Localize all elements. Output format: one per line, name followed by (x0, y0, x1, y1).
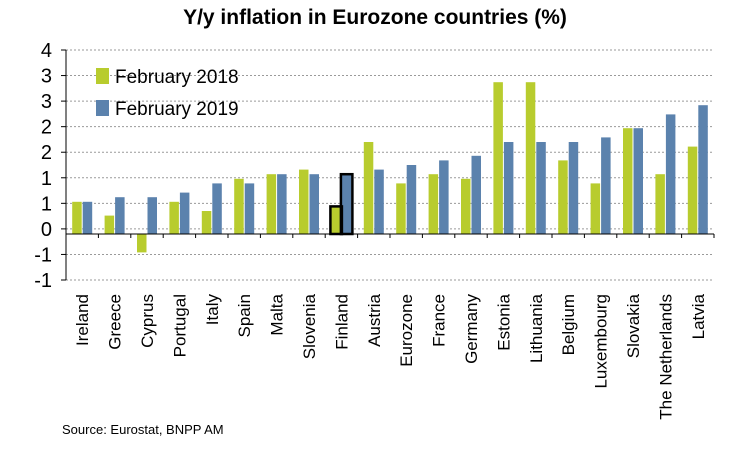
x-tick-label: France (430, 294, 449, 347)
bar-austria-2018 (363, 142, 374, 234)
legend-swatch (96, 68, 109, 84)
bar-italy-2018 (201, 211, 212, 234)
bar-latvia-2018 (687, 146, 698, 234)
x-axis: Ireland Greece Cyprus Portugal Italy Spain Mal… (65, 233, 715, 420)
bar-greece-2019 (115, 197, 125, 234)
bar-portugal-2018 (169, 201, 179, 234)
y-tick-label: -1 (34, 244, 52, 266)
bar-germany-2018 (461, 178, 471, 234)
x-tick-label: Greece (106, 294, 125, 350)
x-tick-label: Lithuania (527, 293, 546, 363)
y-tick-label: 1 (41, 168, 52, 190)
x-tick-label: Germany (462, 294, 481, 364)
bar-finland-2018 (331, 206, 341, 234)
bar-slovakia-2019 (633, 128, 643, 234)
bar-eurozone-2018 (396, 183, 406, 234)
bar-eurozone-2019 (406, 165, 417, 234)
bar-greece-2018 (104, 215, 115, 234)
bar-belgium-2018 (558, 160, 568, 234)
x-tick-label: Malta (268, 293, 287, 335)
bars (72, 82, 708, 253)
y-tick-label: 2 (41, 142, 52, 164)
bar-belgium-2019 (568, 142, 579, 234)
x-tick-label: The Netherlands (656, 294, 675, 420)
bar-luxembourg-2019 (601, 137, 611, 234)
x-tick-label: Austria (365, 293, 384, 346)
bar-the-netherlands-2018 (655, 174, 665, 234)
bar-germany-2019 (471, 155, 481, 234)
bar-cyprus-2019 (147, 197, 157, 234)
x-tick-label: Luxembourg (592, 294, 611, 389)
x-tick-label: Slovakia (624, 293, 643, 358)
bar-malta-2019 (277, 174, 287, 234)
x-tick-label: Estonia (494, 293, 513, 350)
y-tick-label: 0 (41, 219, 52, 241)
y-tick-label: 3 (41, 66, 52, 88)
legend-label: February 2018 (115, 67, 239, 88)
y-axis: 4 3 3 2 2 1 1 0 -1 -1 (34, 40, 67, 292)
bar-cyprus-2018 (137, 234, 147, 253)
legend: February 2018 February 2019 (96, 67, 239, 120)
bar-luxembourg-2018 (590, 183, 601, 234)
bar-slovakia-2018 (623, 128, 633, 234)
bar-portugal-2019 (179, 192, 190, 234)
bar-malta-2018 (266, 174, 277, 234)
bar-spain-2019 (244, 183, 255, 234)
y-tick-label: 3 (41, 91, 52, 113)
x-tick-label: Ireland (73, 294, 92, 346)
bar-france-2018 (428, 174, 439, 234)
x-tick-label: Slovenia (300, 293, 319, 359)
bar-ireland-2018 (72, 201, 82, 234)
legend-swatch (96, 100, 109, 116)
source-note: Source: Eurostat, BNPP AM (62, 422, 224, 437)
bar-lithuania-2019 (536, 142, 546, 234)
bar-italy-2019 (212, 183, 222, 234)
y-tick-label: 1 (41, 193, 52, 215)
x-tick-label: Italy (203, 294, 222, 326)
x-tick-label: Finland (332, 294, 351, 350)
x-tick-label: Spain (235, 294, 254, 337)
bar-lithuania-2018 (525, 82, 536, 234)
bar-austria-2019 (374, 169, 384, 234)
x-tick-label: Latvia (689, 293, 708, 339)
bar-finland-2019 (341, 174, 352, 234)
bar-estonia-2019 (503, 142, 514, 234)
bar-estonia-2018 (493, 82, 503, 234)
x-tick-label: Cyprus (138, 294, 157, 348)
x-tick-label: Eurozone (397, 294, 416, 367)
y-tick-label: 4 (41, 40, 52, 62)
bar-the-netherlands-2019 (665, 114, 676, 234)
bar-france-2019 (439, 160, 449, 234)
y-tick-label: -1 (34, 270, 52, 292)
legend-label: February 2019 (115, 99, 239, 120)
bar-slovenia-2018 (299, 169, 309, 234)
y-tick-label: 2 (41, 117, 52, 139)
chart-title: Y/y inflation in Eurozone countries (%) (183, 6, 567, 29)
bar-ireland-2019 (82, 201, 93, 234)
bar-slovenia-2019 (309, 174, 319, 234)
bar-latvia-2019 (698, 105, 708, 234)
bar-spain-2018 (234, 178, 244, 234)
x-tick-label: Portugal (170, 294, 189, 357)
x-tick-label: Belgium (559, 294, 578, 355)
